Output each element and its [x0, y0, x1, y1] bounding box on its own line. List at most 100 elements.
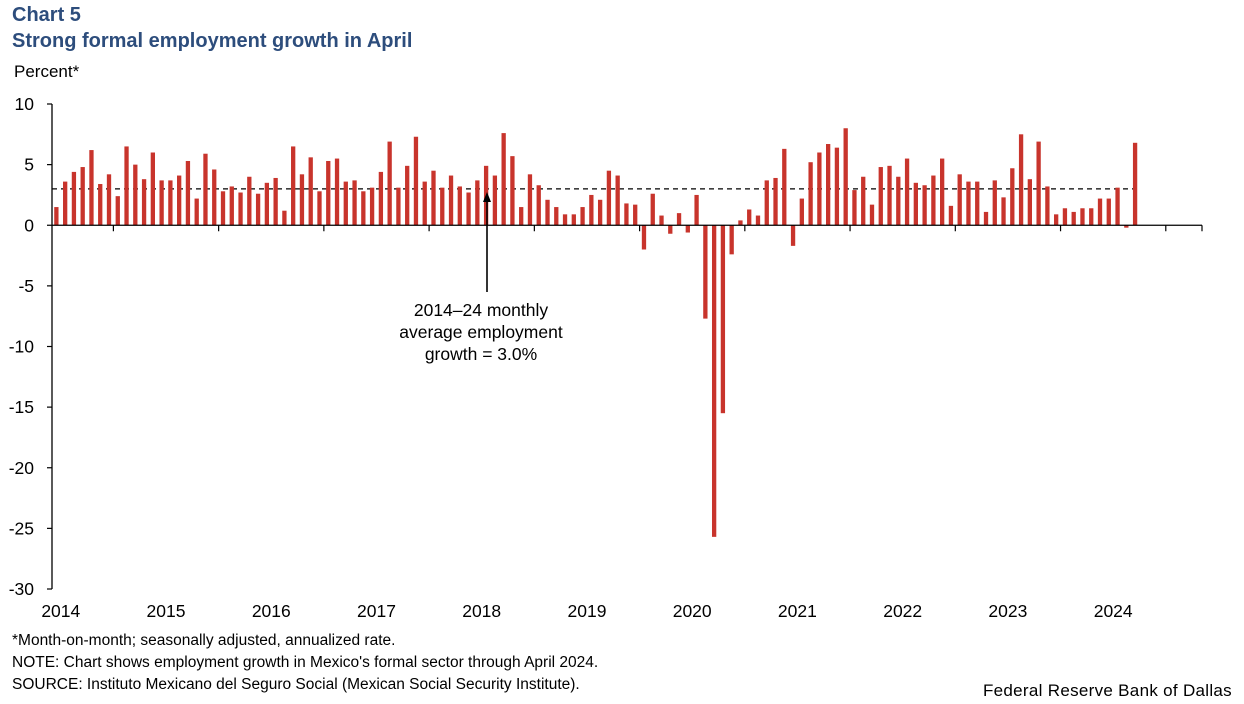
- bar: [1054, 214, 1059, 226]
- bar: [896, 176, 901, 226]
- bar: [194, 198, 199, 226]
- bar: [159, 180, 164, 226]
- bar: [773, 177, 778, 226]
- x-tick-label: 2016: [252, 601, 291, 621]
- x-tick-label: 2021: [778, 601, 817, 621]
- bar: [457, 186, 462, 226]
- bar: [501, 133, 506, 226]
- y-tick-label: 10: [15, 94, 35, 114]
- bar: [843, 128, 848, 226]
- bar: [641, 225, 647, 250]
- bar: [396, 187, 401, 226]
- bar: [238, 192, 243, 226]
- bar: [580, 207, 585, 226]
- bar: [431, 170, 436, 226]
- bar: [633, 204, 638, 226]
- bar: [519, 207, 524, 226]
- annotation-line-1: 2014–24 monthly: [414, 300, 549, 320]
- y-tick-label: -25: [9, 518, 34, 538]
- bar: [220, 191, 226, 226]
- bar: [510, 156, 515, 226]
- bar: [1071, 211, 1076, 226]
- bar: [378, 171, 384, 226]
- bar: [343, 181, 348, 226]
- bar: [352, 180, 357, 226]
- bar: [869, 204, 875, 226]
- bar: [168, 180, 173, 226]
- bar: [861, 176, 866, 226]
- y-tick-label: 5: [24, 155, 34, 175]
- annotation-line-3: growth = 3.0%: [425, 344, 537, 364]
- x-tick-label: 2019: [568, 601, 607, 621]
- annotation-arrowhead: [483, 192, 491, 202]
- bar: [273, 177, 278, 226]
- footnote-unit: *Month-on-month; seasonally adjusted, an…: [12, 632, 396, 649]
- annotation-group: 2014–24 monthly average employment growt…: [399, 192, 563, 364]
- bar: [668, 225, 673, 234]
- y-tick-label: -10: [9, 337, 35, 357]
- bar: [229, 186, 234, 226]
- bar: [720, 225, 726, 414]
- bar: [387, 141, 392, 226]
- bar: [1027, 179, 1032, 226]
- bars-group: [54, 128, 1138, 537]
- bar: [177, 175, 182, 226]
- bar: [536, 185, 541, 226]
- bar: [413, 136, 419, 226]
- bar: [54, 207, 59, 226]
- bar: [255, 193, 261, 226]
- bar: [150, 152, 155, 226]
- bar: [80, 167, 85, 226]
- bar: [308, 157, 313, 226]
- bar: [299, 174, 305, 226]
- bar: [966, 181, 971, 226]
- bar: [89, 150, 94, 226]
- bar: [975, 181, 980, 226]
- footnote-note: NOTE: Chart shows employment growth in M…: [12, 654, 599, 671]
- bar: [782, 148, 787, 226]
- bar: [1036, 141, 1041, 226]
- bar: [545, 199, 550, 226]
- x-tick-label: 2020: [673, 601, 712, 621]
- bar: [115, 196, 120, 226]
- bar: [247, 176, 252, 226]
- bar: [554, 207, 559, 226]
- bar: [957, 174, 962, 226]
- bar: [711, 225, 717, 537]
- bar: [185, 160, 191, 226]
- bar: [1018, 134, 1024, 226]
- axes-group: 10 5 0 -5 -10 -15 -20 -25 -30 2014 2015 2016 2017 201…: [9, 94, 1203, 621]
- x-tick-label: 2014: [41, 601, 80, 621]
- bar: [694, 194, 699, 226]
- bar: [571, 214, 576, 226]
- x-tick-label: 2023: [988, 601, 1027, 621]
- bar: [361, 191, 366, 226]
- bar: [334, 158, 340, 226]
- bar: [203, 153, 208, 226]
- y-tick-label: -15: [9, 397, 34, 417]
- bar: [106, 174, 112, 226]
- bar: [282, 210, 287, 226]
- bar: [755, 215, 761, 226]
- x-tick-label: 2024: [1094, 601, 1133, 621]
- bar: [422, 181, 427, 226]
- bar: [615, 175, 620, 226]
- bar: [71, 171, 77, 226]
- bar: [659, 215, 664, 226]
- chart-title: Strong formal employment growth in April: [12, 30, 413, 52]
- bar: [606, 170, 612, 226]
- bar: [747, 209, 752, 226]
- bar: [676, 213, 682, 226]
- bar: [326, 160, 331, 226]
- bar: [141, 179, 147, 226]
- bar: [527, 174, 533, 226]
- bar: [799, 198, 804, 226]
- bar: [1106, 198, 1111, 226]
- bar: [922, 185, 927, 226]
- bar: [98, 184, 103, 226]
- bar: [264, 182, 270, 226]
- bar: [1132, 142, 1138, 226]
- bar: [992, 180, 997, 226]
- y-axis-unit-label: Percent*: [14, 62, 80, 81]
